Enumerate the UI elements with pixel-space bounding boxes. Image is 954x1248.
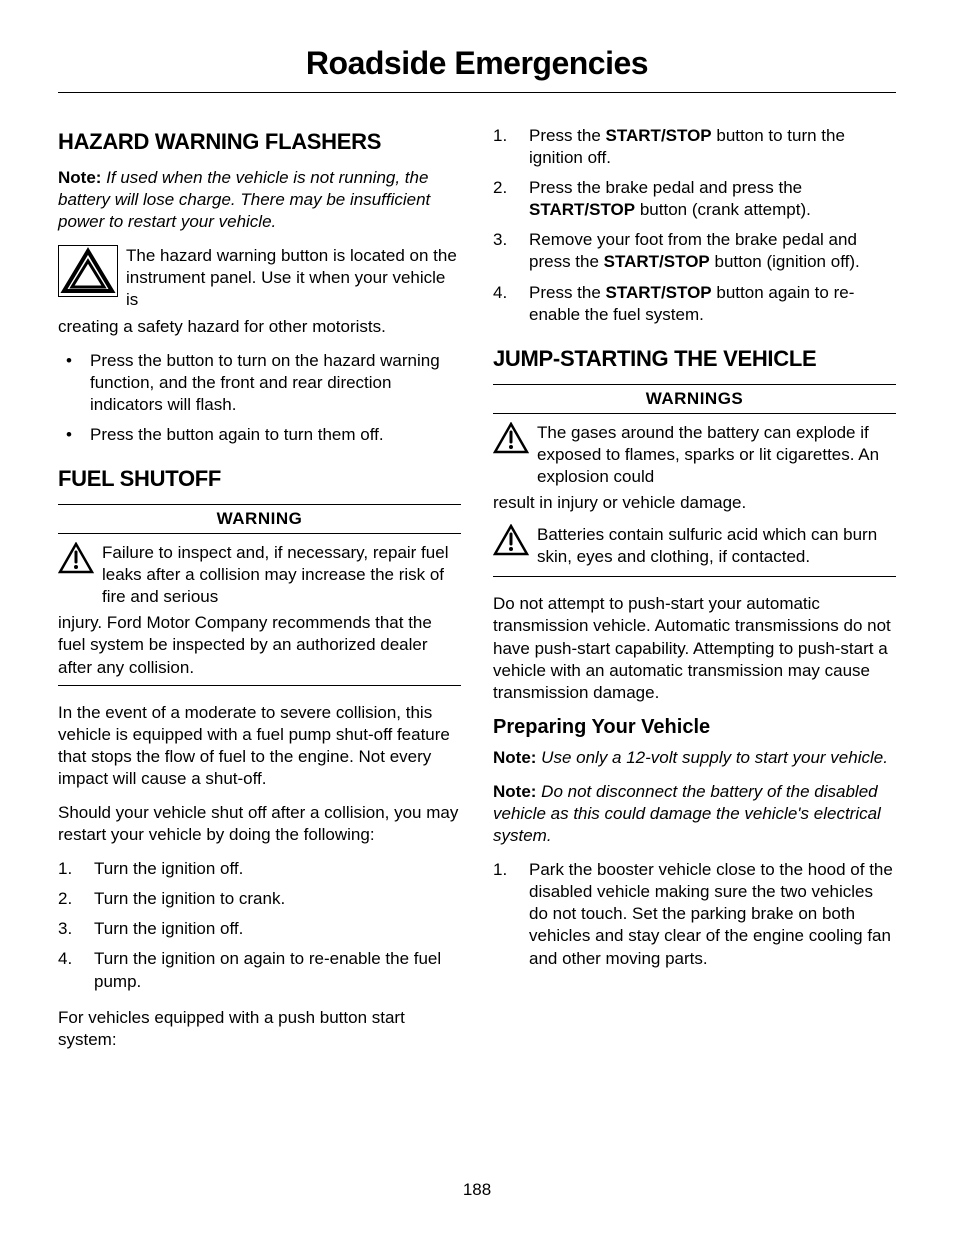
list-item: Press the button to turn on the hazard w… bbox=[58, 350, 461, 416]
hazard-icon-paragraph: The hazard warning button is located on … bbox=[58, 245, 461, 311]
jump-warning2-para: Batteries contain sulfuric acid which ca… bbox=[493, 524, 896, 568]
prep-note1: Note: Use only a 12-volt supply to start… bbox=[493, 747, 896, 769]
note-label: Note: bbox=[493, 782, 536, 801]
warning-triangle-icon bbox=[58, 542, 94, 579]
prep-list: 1.Park the booster vehicle close to the … bbox=[493, 859, 896, 969]
hazard-note: Note: If used when the vehicle is not ru… bbox=[58, 167, 461, 233]
list-item: 1.Turn the ignition off. bbox=[58, 858, 461, 880]
fuel-heading: FUEL SHUTOFF bbox=[58, 466, 461, 492]
jump-warning1-first: The gases around the battery can explode… bbox=[537, 422, 896, 488]
note-text: Use only a 12-volt supply to start your … bbox=[536, 748, 888, 767]
note-label: Note: bbox=[58, 168, 101, 187]
jump-warnings-block: WARNINGS The gases around the battery ca… bbox=[493, 384, 896, 578]
left-column: HAZARD WARNING FLASHERS Note: If used wh… bbox=[58, 125, 461, 1063]
note-label: Note: bbox=[493, 748, 536, 767]
fuel-restart-list: 1.Turn the ignition off. 2.Turn the igni… bbox=[58, 858, 461, 992]
jump-para1: Do not attempt to push-start your automa… bbox=[493, 593, 896, 703]
page-number: 188 bbox=[0, 1180, 954, 1200]
fuel-warning-block: WARNING Failure to inspect and, if neces… bbox=[58, 504, 461, 686]
list-item: 1.Park the booster vehicle close to the … bbox=[493, 859, 896, 969]
list-item: 1.Press the START/STOP button to turn th… bbox=[493, 125, 896, 169]
prep-note2: Note: Do not disconnect the battery of t… bbox=[493, 781, 896, 847]
hazard-triangle-icon bbox=[58, 245, 118, 302]
warnings-label: WARNINGS bbox=[493, 384, 896, 414]
list-item: Press the button again to turn them off. bbox=[58, 424, 461, 446]
fuel-para2: Should your vehicle shut off after a col… bbox=[58, 802, 461, 846]
warning-label: WARNING bbox=[58, 504, 461, 534]
page-title: Roadside Emergencies bbox=[58, 45, 896, 93]
fuel-para3: For vehicles equipped with a push button… bbox=[58, 1007, 461, 1051]
note-text: If used when the vehicle is not running,… bbox=[58, 168, 430, 231]
jump-warning2-first: Batteries contain sulfuric acid which ca… bbox=[537, 524, 896, 568]
fuel-warning-rest: injury. Ford Motor Company recommends th… bbox=[58, 612, 461, 678]
list-item: 3.Turn the ignition off. bbox=[58, 918, 461, 940]
note-text: Do not disconnect the battery of the dis… bbox=[493, 782, 881, 845]
hazard-continuation: creating a safety hazard for other motor… bbox=[58, 316, 461, 338]
hazard-icon-text: The hazard warning button is located on … bbox=[126, 245, 461, 311]
jump-warning1-para: The gases around the battery can explode… bbox=[493, 422, 896, 488]
list-item: 2.Turn the ignition to crank. bbox=[58, 888, 461, 910]
fuel-warning-first: Failure to inspect and, if necessary, re… bbox=[102, 542, 461, 608]
warning-end-rule bbox=[493, 576, 896, 577]
jump-heading: JUMP-STARTING THE VEHICLE bbox=[493, 346, 896, 372]
list-item: 4.Press the START/STOP button again to r… bbox=[493, 282, 896, 326]
jump-warning1-rest: result in injury or vehicle damage. bbox=[493, 492, 896, 514]
warning-triangle-icon bbox=[493, 524, 529, 561]
fuel-para1: In the event of a moderate to severe col… bbox=[58, 702, 461, 790]
list-item: 2.Press the brake pedal and press the ST… bbox=[493, 177, 896, 221]
hazard-heading: HAZARD WARNING FLASHERS bbox=[58, 129, 461, 155]
pushbutton-list: 1.Press the START/STOP button to turn th… bbox=[493, 125, 896, 326]
right-column: 1.Press the START/STOP button to turn th… bbox=[493, 125, 896, 1063]
warning-end-rule bbox=[58, 685, 461, 686]
hazard-bullet-list: Press the button to turn on the hazard w… bbox=[58, 350, 461, 446]
prep-heading: Preparing Your Vehicle bbox=[493, 716, 896, 739]
content-columns: HAZARD WARNING FLASHERS Note: If used wh… bbox=[58, 125, 896, 1063]
warning-triangle-icon bbox=[493, 422, 529, 459]
fuel-warning-icon-para: Failure to inspect and, if necessary, re… bbox=[58, 542, 461, 608]
list-item: 3.Remove your foot from the brake pedal … bbox=[493, 229, 896, 273]
list-item: 4.Turn the ignition on again to re-enabl… bbox=[58, 948, 461, 992]
